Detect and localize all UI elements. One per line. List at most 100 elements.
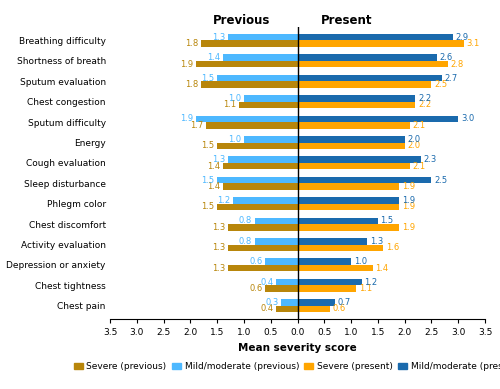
- Text: 1.3: 1.3: [212, 243, 225, 252]
- Text: 2.5: 2.5: [434, 175, 447, 184]
- Bar: [298, 95, 416, 102]
- Text: 0.8: 0.8: [238, 237, 252, 246]
- Text: 1.8: 1.8: [185, 80, 198, 89]
- Text: 3.0: 3.0: [461, 114, 474, 123]
- Bar: [298, 116, 458, 122]
- Bar: [222, 183, 298, 190]
- Text: 1.2: 1.2: [218, 196, 230, 205]
- Bar: [254, 217, 298, 224]
- Text: 2.2: 2.2: [418, 94, 431, 103]
- Bar: [254, 238, 298, 245]
- Bar: [244, 136, 298, 142]
- Text: 1.9: 1.9: [180, 60, 193, 68]
- Text: 2.0: 2.0: [408, 135, 420, 144]
- Bar: [217, 204, 298, 210]
- Text: 3.1: 3.1: [466, 39, 479, 48]
- Bar: [298, 265, 372, 272]
- Bar: [298, 40, 464, 47]
- Bar: [298, 306, 330, 312]
- Bar: [298, 75, 442, 81]
- X-axis label: Mean severity score: Mean severity score: [238, 343, 357, 352]
- Bar: [206, 122, 298, 129]
- Text: 1.1: 1.1: [223, 100, 236, 109]
- Bar: [298, 81, 432, 88]
- Text: 1.3: 1.3: [212, 155, 225, 164]
- Bar: [217, 142, 298, 149]
- Text: 1.9: 1.9: [402, 182, 415, 191]
- Text: 0.8: 0.8: [238, 216, 252, 225]
- Bar: [298, 197, 400, 204]
- Text: 1.5: 1.5: [202, 202, 214, 212]
- Bar: [298, 224, 400, 231]
- Bar: [298, 238, 367, 245]
- Text: 2.8: 2.8: [450, 60, 464, 68]
- Bar: [276, 279, 297, 285]
- Text: 1.4: 1.4: [206, 182, 220, 191]
- Text: 0.6: 0.6: [250, 284, 262, 293]
- Bar: [298, 245, 383, 251]
- Text: 2.0: 2.0: [408, 141, 420, 150]
- Text: 1.0: 1.0: [228, 94, 241, 103]
- Bar: [233, 197, 298, 204]
- Text: 2.5: 2.5: [434, 80, 447, 89]
- Bar: [228, 156, 298, 163]
- Text: Present: Present: [320, 14, 372, 27]
- Bar: [298, 299, 335, 306]
- Bar: [217, 75, 298, 81]
- Bar: [282, 299, 298, 306]
- Bar: [266, 258, 298, 265]
- Text: 1.9: 1.9: [402, 223, 415, 232]
- Bar: [196, 116, 298, 122]
- Text: 1.7: 1.7: [190, 121, 204, 130]
- Text: 1.5: 1.5: [202, 74, 214, 82]
- Text: 0.6: 0.6: [332, 305, 345, 314]
- Bar: [238, 102, 298, 108]
- Bar: [298, 136, 405, 142]
- Bar: [228, 245, 298, 251]
- Text: 2.1: 2.1: [412, 121, 426, 130]
- Text: 2.6: 2.6: [440, 53, 452, 62]
- Bar: [298, 61, 448, 67]
- Text: 1.6: 1.6: [386, 243, 399, 252]
- Bar: [298, 122, 410, 129]
- Text: 1.1: 1.1: [359, 284, 372, 293]
- Text: 2.2: 2.2: [418, 100, 431, 109]
- Bar: [298, 163, 410, 170]
- Text: 1.2: 1.2: [364, 278, 378, 287]
- Bar: [298, 34, 453, 40]
- Text: 0.6: 0.6: [250, 257, 262, 266]
- Bar: [222, 163, 298, 170]
- Text: 1.0: 1.0: [354, 257, 367, 266]
- Text: 0.3: 0.3: [266, 298, 279, 307]
- Text: 1.8: 1.8: [185, 39, 198, 48]
- Bar: [298, 204, 400, 210]
- Text: 1.4: 1.4: [375, 264, 388, 273]
- Text: 0.4: 0.4: [260, 305, 274, 314]
- Bar: [196, 61, 298, 67]
- Bar: [222, 54, 298, 61]
- Bar: [201, 40, 298, 47]
- Text: 1.5: 1.5: [202, 141, 214, 150]
- Bar: [298, 258, 351, 265]
- Bar: [228, 265, 298, 272]
- Text: 1.3: 1.3: [212, 264, 225, 273]
- Bar: [266, 285, 298, 292]
- Bar: [298, 54, 437, 61]
- Text: 1.3: 1.3: [212, 223, 225, 232]
- Text: 1.4: 1.4: [206, 53, 220, 62]
- Text: Previous: Previous: [212, 14, 270, 27]
- Bar: [217, 177, 298, 183]
- Legend: Severe (previous), Mild/moderate (previous), Severe (present), Mild/moderate (pr: Severe (previous), Mild/moderate (previo…: [70, 359, 500, 375]
- Text: 2.1: 2.1: [412, 162, 426, 171]
- Text: 1.9: 1.9: [402, 202, 415, 212]
- Bar: [298, 285, 356, 292]
- Text: 1.4: 1.4: [206, 162, 220, 171]
- Bar: [298, 177, 432, 183]
- Bar: [228, 34, 298, 40]
- Text: 1.0: 1.0: [228, 135, 241, 144]
- Bar: [298, 142, 405, 149]
- Bar: [298, 217, 378, 224]
- Text: 1.9: 1.9: [402, 196, 415, 205]
- Text: 1.5: 1.5: [380, 216, 394, 225]
- Bar: [276, 306, 297, 312]
